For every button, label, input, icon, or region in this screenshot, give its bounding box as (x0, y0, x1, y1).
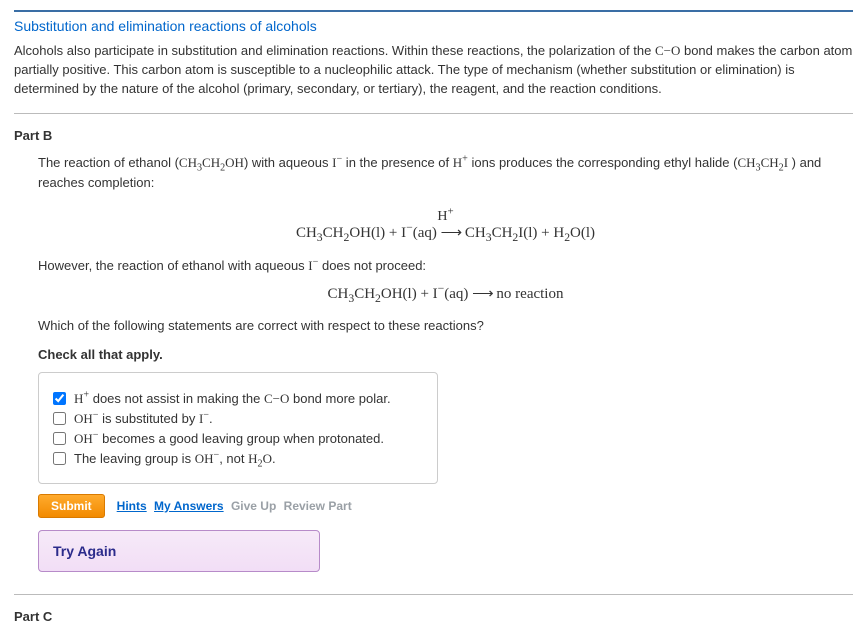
question-text-2: However, the reaction of ethanol with aq… (38, 256, 853, 277)
question-text-1: The reaction of ethanol (CH3CH2OH) with … (38, 153, 853, 195)
check-all-instruction: Check all that apply. (38, 347, 853, 362)
option-row: The leaving group is OH−, not H2O. (53, 451, 423, 467)
option-1-label: H+ does not assist in making the C−O bon… (74, 391, 391, 407)
option-2-checkbox[interactable] (53, 412, 66, 425)
option-4-label: The leaving group is OH−, not H2O. (74, 451, 276, 467)
question-text-3: Which of the following statements are co… (38, 316, 853, 337)
option-row: H+ does not assist in making the C−O bon… (53, 391, 423, 407)
equation-1: H+ CH3CH2OH(l) + I−(aq) ⟶ CH3CH2I(l) + H… (38, 208, 853, 244)
review-part-link[interactable]: Review Part (284, 499, 352, 513)
option-4-checkbox[interactable] (53, 452, 66, 465)
my-answers-link[interactable]: My Answers (154, 499, 224, 513)
equation-1-body: CH3CH2OH(l) + I−(aq) ⟶ CH3CH2I(l) + H2O(… (38, 224, 853, 244)
divider (14, 113, 853, 114)
option-3-checkbox[interactable] (53, 432, 66, 445)
try-again-banner: Try Again (38, 530, 320, 572)
option-row: OH− is substituted by I−. (53, 411, 423, 427)
part-b-body: The reaction of ethanol (CH3CH2OH) with … (14, 153, 853, 572)
part-c-heading: Part C (14, 609, 853, 624)
option-row: OH− becomes a good leaving group when pr… (53, 431, 423, 447)
button-row: Submit Hints My Answers Give Up Review P… (38, 494, 853, 518)
option-2-label: OH− is substituted by I−. (74, 411, 213, 427)
part-b-heading: Part B (14, 128, 853, 143)
divider (14, 594, 853, 595)
option-1-checkbox[interactable] (53, 392, 66, 405)
hints-link[interactable]: Hints (117, 499, 147, 513)
give-up-link[interactable]: Give Up (231, 499, 276, 513)
section-title: Substitution and elimination reactions o… (14, 18, 853, 34)
submit-button[interactable]: Submit (38, 494, 105, 518)
option-3-label: OH− becomes a good leaving group when pr… (74, 431, 384, 447)
equation-2: CH3CH2OH(l) + I−(aq) ⟶ no reaction (38, 285, 853, 305)
action-links: Hints My Answers Give Up Review Part (117, 499, 356, 513)
intro-text: Alcohols also participate in substitutio… (14, 42, 853, 99)
options-box: H+ does not assist in making the C−O bon… (38, 372, 438, 484)
